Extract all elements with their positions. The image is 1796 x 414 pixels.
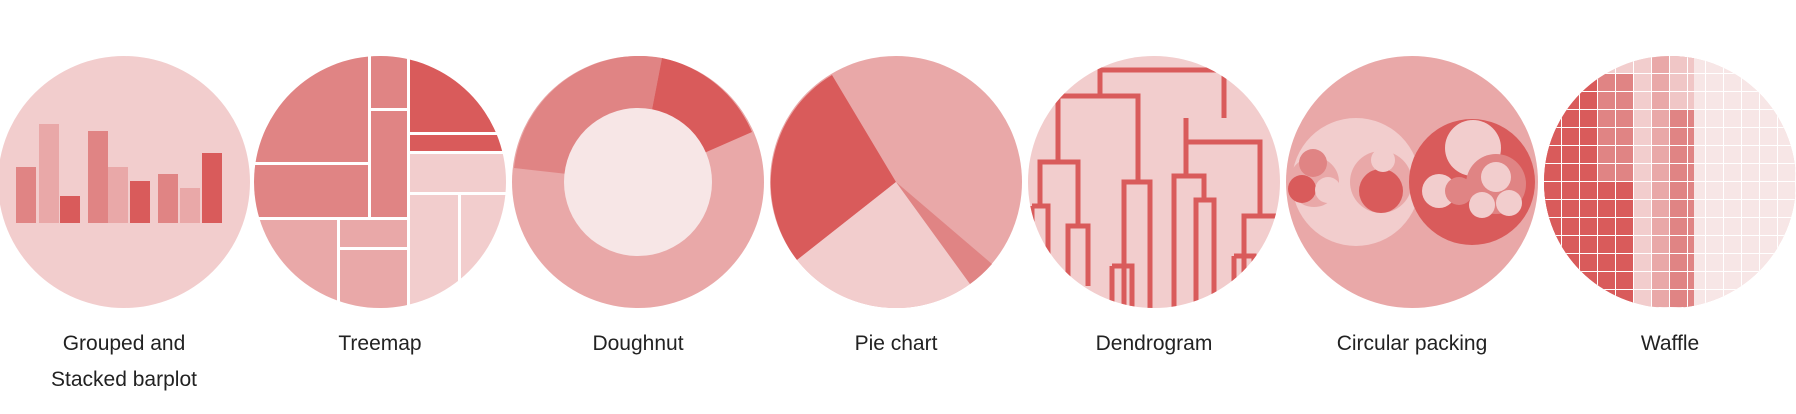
caption-line: Treemap <box>338 332 422 355</box>
dendrogram-thumbnail[interactable] <box>1028 56 1280 308</box>
doughnut-icon <box>512 56 764 308</box>
packing-icon <box>1286 56 1538 308</box>
caption-line: Stacked barplot <box>51 368 197 391</box>
barplot-thumbnail[interactable] <box>0 56 250 308</box>
packing-thumbnail[interactable] <box>1286 56 1538 308</box>
treemap-thumbnail[interactable] <box>254 56 506 308</box>
caption-line: Circular packing <box>1336 332 1488 355</box>
caption-line: Grouped and <box>62 332 186 355</box>
barplot-icon <box>0 56 250 308</box>
pie-card[interactable]: Pie chart <box>770 0 1022 414</box>
packing-caption[interactable]: Circular packing <box>1286 326 1538 362</box>
barplot-caption[interactable]: Grouped and Stacked barplot <box>0 326 250 398</box>
packing-card[interactable]: Circular packing <box>1286 0 1538 414</box>
treemap-caption[interactable]: Treemap <box>254 326 506 362</box>
caption-line: Pie chart <box>854 332 938 355</box>
waffle-icon <box>1544 56 1796 308</box>
treemap-card[interactable]: Treemap <box>254 0 506 414</box>
caption-line: Dendrogram <box>1095 332 1213 355</box>
doughnut-thumbnail[interactable] <box>512 56 764 308</box>
waffle-caption[interactable]: Waffle <box>1544 326 1796 362</box>
caption-line: Doughnut <box>592 332 684 355</box>
barplot-card[interactable]: Grouped and Stacked barplot <box>0 0 250 414</box>
treemap-icon <box>254 56 506 308</box>
doughnut-card[interactable]: Doughnut <box>512 0 764 414</box>
waffle-card[interactable]: Waffle <box>1544 0 1796 414</box>
pie-thumbnail[interactable] <box>770 56 1022 308</box>
waffle-thumbnail[interactable] <box>1544 56 1796 308</box>
caption-line: Waffle <box>1640 332 1700 355</box>
pie-icon <box>770 56 1022 308</box>
dendrogram-caption[interactable]: Dendrogram <box>1028 326 1280 362</box>
dendrogram-icon <box>1028 56 1280 308</box>
doughnut-caption[interactable]: Doughnut <box>512 326 764 362</box>
pie-caption[interactable]: Pie chart <box>770 326 1022 362</box>
dendrogram-card[interactable]: Dendrogram <box>1028 0 1280 414</box>
